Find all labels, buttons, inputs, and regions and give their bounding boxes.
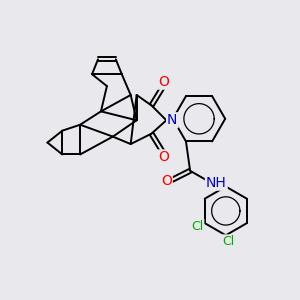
Text: Cl: Cl — [223, 235, 235, 248]
Text: O: O — [161, 174, 172, 188]
Text: Cl: Cl — [191, 220, 203, 232]
Text: O: O — [158, 75, 169, 88]
Text: N: N — [167, 113, 178, 127]
Text: NH: NH — [206, 176, 227, 190]
Text: O: O — [158, 150, 169, 164]
